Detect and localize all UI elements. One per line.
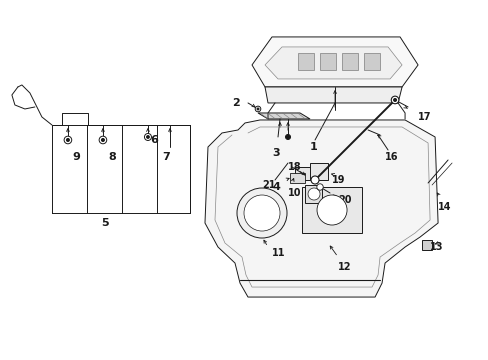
Circle shape bbox=[316, 195, 346, 225]
Text: 12: 12 bbox=[337, 262, 351, 272]
Circle shape bbox=[144, 134, 151, 140]
Text: 7: 7 bbox=[162, 152, 169, 162]
Polygon shape bbox=[294, 167, 314, 180]
Circle shape bbox=[393, 99, 396, 102]
Polygon shape bbox=[264, 47, 401, 79]
Text: 16: 16 bbox=[384, 152, 398, 162]
Circle shape bbox=[237, 188, 286, 238]
Circle shape bbox=[285, 135, 290, 139]
Text: 9: 9 bbox=[72, 152, 80, 162]
Circle shape bbox=[66, 139, 69, 141]
Polygon shape bbox=[309, 163, 327, 180]
Circle shape bbox=[146, 136, 149, 138]
Polygon shape bbox=[289, 173, 305, 183]
Polygon shape bbox=[319, 53, 335, 70]
Circle shape bbox=[244, 195, 280, 231]
Polygon shape bbox=[297, 53, 313, 70]
Circle shape bbox=[101, 139, 104, 141]
Text: 1: 1 bbox=[309, 142, 317, 152]
Text: 6: 6 bbox=[150, 135, 158, 145]
Polygon shape bbox=[421, 240, 431, 250]
Circle shape bbox=[255, 106, 260, 112]
Text: 8: 8 bbox=[108, 152, 116, 162]
Polygon shape bbox=[302, 187, 361, 233]
Polygon shape bbox=[258, 113, 309, 119]
Text: 17: 17 bbox=[417, 112, 431, 122]
Circle shape bbox=[310, 176, 318, 184]
Text: 20: 20 bbox=[337, 195, 351, 205]
Text: 2: 2 bbox=[231, 98, 239, 108]
Circle shape bbox=[316, 184, 323, 190]
Text: 11: 11 bbox=[271, 248, 285, 258]
Text: 21: 21 bbox=[262, 180, 275, 190]
Circle shape bbox=[64, 136, 72, 144]
Text: 18: 18 bbox=[287, 162, 301, 172]
Text: 14: 14 bbox=[437, 202, 450, 212]
Circle shape bbox=[307, 188, 319, 200]
Text: 4: 4 bbox=[271, 182, 279, 192]
Text: 5: 5 bbox=[101, 218, 108, 228]
Text: 19: 19 bbox=[331, 175, 345, 185]
Text: 3: 3 bbox=[271, 148, 279, 158]
Polygon shape bbox=[363, 53, 379, 70]
Polygon shape bbox=[204, 120, 437, 297]
Circle shape bbox=[99, 136, 106, 144]
Text: 15: 15 bbox=[325, 205, 338, 215]
Circle shape bbox=[257, 108, 259, 110]
Text: 10: 10 bbox=[287, 188, 301, 198]
Polygon shape bbox=[341, 53, 357, 70]
Circle shape bbox=[390, 96, 398, 104]
Text: 13: 13 bbox=[429, 242, 443, 252]
Polygon shape bbox=[264, 87, 401, 103]
Polygon shape bbox=[251, 37, 417, 87]
Polygon shape bbox=[305, 185, 322, 203]
